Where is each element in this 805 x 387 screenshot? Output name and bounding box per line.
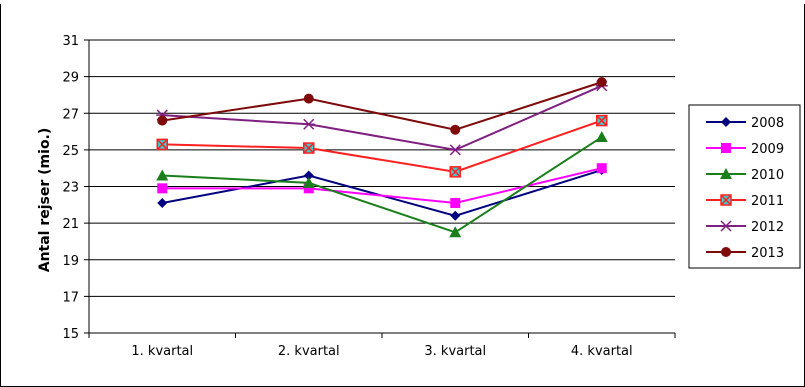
data-point [303,142,315,154]
x-tick-label: 3. kvartal [424,344,486,359]
y-tick-label: 27 [62,107,79,122]
data-point [156,138,168,151]
axes: 15 17 19 21 23 25 27 29 31 1. kvartal 2. kvartal 3.… [62,34,676,359]
series-2009 [157,163,607,208]
legend-label: 2010 [751,168,784,183]
data-point [449,144,462,156]
data-point [303,183,314,194]
y-tick-label: 17 [62,290,79,305]
legend-marker [720,220,732,232]
x-tick-label: 2. kvartal [278,344,340,359]
data-point [156,169,169,181]
data-point [303,93,314,104]
y-tick-label: 21 [62,217,79,232]
data-point [450,197,461,208]
data-point [596,77,607,88]
data-point [450,210,461,221]
legend-marker [721,247,731,257]
series-2013 [157,77,607,135]
legend-box [688,104,801,269]
y-axis-label: Antal rejser (mio.) [37,128,53,273]
legend-label: 2009 [751,142,784,157]
series-2012 [156,80,608,156]
data-point [449,226,462,238]
legend-entry-2012: 2012 [706,220,784,235]
data-point [596,163,607,174]
legend-entry-2011: 2011 [706,194,784,209]
y-tick-label: 23 [62,181,79,196]
data-point [449,166,461,178]
data-point [303,170,314,181]
series-group [156,77,608,238]
legend-entry-2010: 2010 [706,168,784,183]
y-tick-label: 15 [62,327,79,342]
data-point [302,118,315,130]
series-2008 [157,165,607,221]
y-tick-label: 31 [62,34,79,49]
data-point [157,115,168,126]
series-line [162,136,603,234]
top-strip [0,0,805,4]
y-tick-label: 19 [62,254,79,269]
series-line [162,167,602,204]
legend-label: 2011 [751,194,784,209]
data-point [596,114,608,127]
legend-entry-2009: 2009 [706,142,784,157]
data-point [302,176,315,188]
series-line [162,169,603,217]
data-point [157,183,168,194]
data-point [450,124,461,135]
x-tick-label: 1. kvartal [131,344,193,359]
legend-label: 2008 [751,116,784,131]
series-2011 [156,114,608,178]
y-tick-label: 29 [62,71,79,86]
legend-entry-2008: 2008 [706,116,784,131]
legend-marker [721,117,731,127]
legend-marker [721,143,731,153]
data-point [595,131,608,143]
series-line [162,81,603,131]
legend: 2008 2009 2010 2011 2012 2013 [688,104,801,269]
data-point [157,197,168,208]
legend-marker [720,194,732,206]
series-2010 [156,131,608,238]
series-line [162,84,603,151]
legend-label: 2013 [751,246,784,261]
y-tick-label: 25 [62,144,79,159]
x-tick-label: 4. kvartal [571,344,633,359]
legend-marker [720,168,732,179]
gridlines [89,39,675,297]
legend-entry-2013: 2013 [706,246,784,261]
series-line [162,119,603,173]
legend-label: 2012 [751,220,784,235]
